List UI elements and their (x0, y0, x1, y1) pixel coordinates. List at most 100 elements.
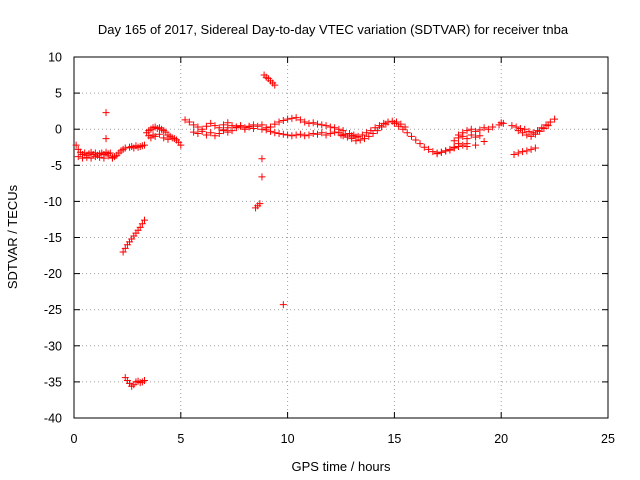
data-point (390, 119, 398, 127)
data-point (271, 81, 279, 89)
chart-title: Day 165 of 2017, Sidereal Day-to-day VTE… (98, 22, 569, 37)
data-point (525, 127, 533, 135)
data-point (258, 125, 266, 133)
data-point (363, 129, 371, 137)
data-point (102, 135, 110, 143)
y-tick-label: -20 (44, 267, 62, 281)
data-point (523, 131, 531, 139)
data-point (249, 121, 257, 129)
data-point (275, 118, 283, 126)
data-point (360, 135, 368, 143)
data-point (358, 131, 366, 139)
data-point (74, 153, 82, 161)
data-point (341, 130, 349, 138)
data-point (437, 148, 445, 156)
data-point (365, 132, 373, 140)
data-point (119, 248, 127, 256)
x-tick-label: 25 (601, 432, 615, 446)
data-point (519, 148, 527, 156)
data-point (72, 141, 80, 149)
data-point (104, 152, 112, 160)
y-tick-label: -5 (51, 159, 62, 173)
data-point (467, 131, 475, 139)
data-point (288, 114, 296, 122)
data-point (318, 129, 326, 137)
data-point (519, 129, 527, 137)
data-point (454, 143, 462, 151)
data-point (442, 147, 450, 155)
data-point (446, 146, 454, 154)
data-point (296, 130, 304, 138)
data-point (322, 131, 330, 139)
data-point (331, 128, 339, 136)
data-point (527, 132, 535, 140)
data-point (202, 122, 210, 130)
data-point (531, 144, 539, 152)
data-point (79, 154, 87, 162)
data-point (425, 145, 433, 153)
data-point (326, 130, 334, 138)
data-point (395, 122, 403, 130)
data-point (245, 122, 253, 130)
data-point (138, 220, 146, 228)
y-tick-label: 5 (55, 87, 62, 101)
data-point (337, 131, 345, 139)
data-point (551, 115, 559, 123)
data-point (546, 118, 554, 126)
y-tick-label: 10 (48, 51, 62, 65)
data-point (472, 141, 480, 149)
data-point (301, 118, 309, 126)
data-point (540, 124, 548, 132)
data-point (232, 123, 240, 131)
data-point (96, 153, 104, 161)
data-point (480, 124, 488, 132)
data-point (237, 122, 245, 130)
data-point (399, 125, 407, 133)
data-point (279, 117, 287, 125)
data-point (305, 131, 313, 139)
data-point (433, 150, 441, 158)
data-point (512, 123, 520, 131)
data-point (403, 129, 411, 137)
data-point (531, 130, 539, 138)
data-point (454, 134, 462, 142)
y-tick-label: -15 (44, 231, 62, 245)
data-point (211, 122, 219, 130)
data-point (258, 173, 266, 181)
data-point (275, 130, 283, 138)
data-point (279, 130, 287, 138)
data-point (202, 131, 210, 139)
data-point (356, 136, 364, 144)
y-tick-label: 0 (55, 123, 62, 137)
data-point (121, 144, 129, 152)
y-tick-label: -30 (44, 339, 62, 353)
data-point (508, 122, 516, 130)
data-point (136, 223, 144, 231)
data-point (463, 143, 471, 151)
data-point (314, 130, 322, 138)
data-point (450, 137, 458, 145)
data-point (480, 137, 488, 145)
data-point (224, 124, 232, 132)
x-axis-label: GPS time / hours (292, 459, 391, 474)
data-point (194, 123, 202, 131)
data-point (499, 119, 507, 127)
data-point (369, 130, 377, 138)
data-point (267, 127, 275, 135)
data-point (521, 125, 529, 133)
data-point (194, 130, 202, 138)
data-point (378, 123, 386, 131)
data-point (284, 131, 292, 139)
data-point (292, 131, 300, 139)
data-point (271, 120, 279, 128)
data-point (536, 127, 544, 135)
x-tick-label: 10 (281, 432, 295, 446)
data-point (258, 155, 266, 163)
data-point (348, 132, 356, 140)
data-point (91, 153, 99, 161)
data-point (544, 122, 552, 130)
data-point (416, 140, 424, 148)
data-point (484, 125, 492, 133)
data-point (412, 136, 420, 144)
